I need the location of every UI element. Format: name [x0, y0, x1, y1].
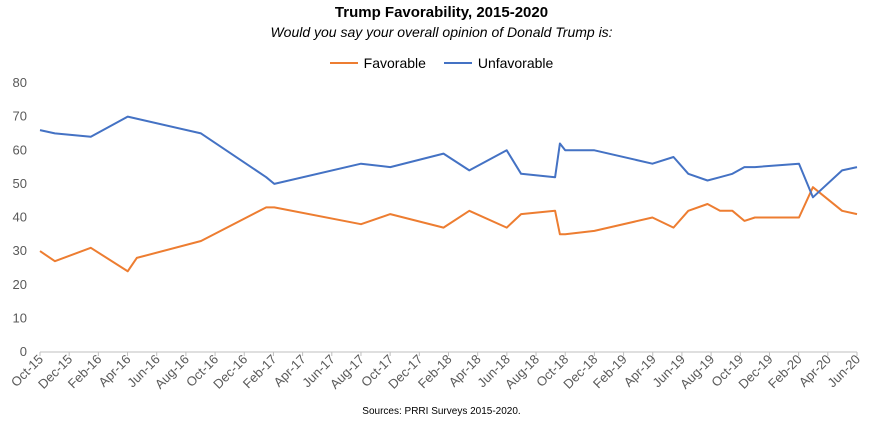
x-tick-label: Feb-18: [415, 352, 455, 392]
y-tick-label: 40: [13, 210, 27, 225]
y-tick-label: 80: [13, 75, 27, 90]
x-tick-label: Feb-19: [590, 352, 630, 392]
y-tick-label: 0: [20, 344, 27, 359]
x-tick-label: Feb-20: [765, 352, 805, 392]
x-tick-label: Jun-20: [824, 352, 863, 391]
series-line-unfavorable: [39, 115, 858, 199]
y-tick-label: 70: [13, 109, 27, 124]
chart-title: Trump Favorability, 2015-2020: [334, 4, 549, 21]
y-tick-label: 20: [13, 277, 27, 292]
y-tick-label: 30: [13, 243, 27, 258]
x-tick-label: Feb-16: [65, 352, 105, 392]
legend-label-favorable: Favorable: [363, 55, 426, 71]
y-tick-label: 60: [13, 142, 27, 157]
y-tick-label: 10: [13, 310, 27, 325]
x-tick-label: Feb-17: [240, 352, 280, 392]
legend-swatch-favorable: [329, 62, 358, 64]
legend: Favorable Unfavorable: [0, 51, 883, 71]
legend-item-favorable: Favorable: [329, 55, 426, 71]
series-line-favorable: [39, 186, 858, 273]
legend-item-unfavorable: Unfavorable: [443, 55, 554, 71]
source-note: Sources: PRRI Surveys 2015-2020.: [362, 406, 521, 417]
legend-label-unfavorable: Unfavorable: [477, 55, 554, 71]
legend-swatch-unfavorable: [443, 62, 472, 64]
y-tick-label: 50: [13, 176, 27, 191]
chart-subtitle: Would you say your overall opinion of Do…: [270, 24, 613, 40]
